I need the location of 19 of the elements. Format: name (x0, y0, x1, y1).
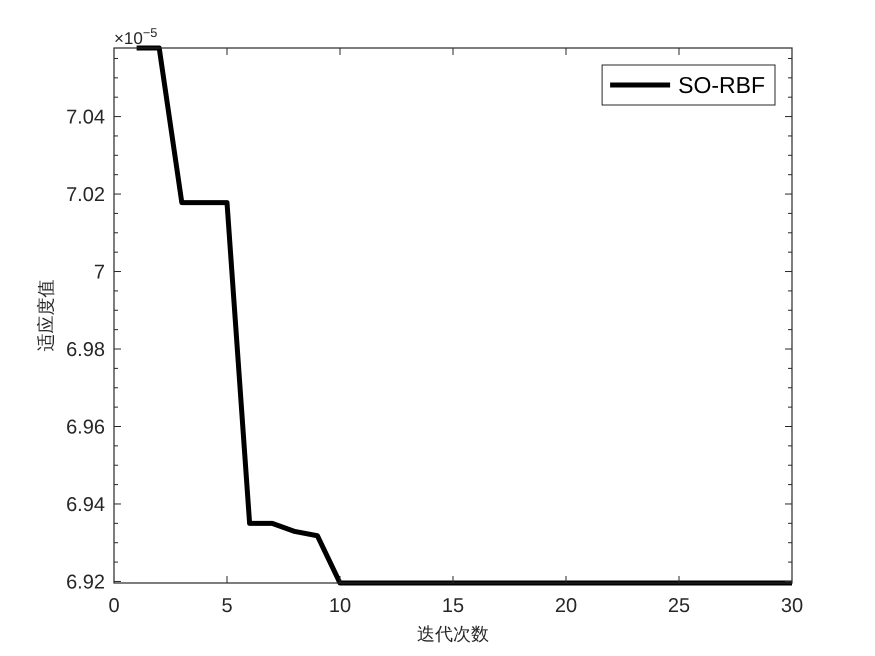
y-tick-label: 6.96 (66, 416, 105, 438)
y-tick-label: 7.02 (66, 184, 105, 206)
legend: SO-RBF (602, 64, 776, 106)
x-tick-label: 15 (442, 595, 464, 617)
y-axis-title: 适应度值 (36, 280, 56, 352)
text: ×10$^{−5}$ (114, 24, 158, 48)
x-axis-title: 迭代次数 (417, 624, 489, 644)
y-tick-label: 6.92 (66, 571, 105, 594)
y-tick-label: 7.04 (66, 106, 105, 129)
legend-label: SO-RBF (678, 72, 765, 98)
x-tick-label: 5 (221, 595, 233, 617)
x-tick-label: 20 (554, 595, 578, 617)
x-tick-label: 30 (780, 595, 804, 617)
x-tick-label: 0 (108, 595, 120, 617)
x-tick-label: 25 (668, 595, 690, 617)
y-tick-label: 6.98 (66, 339, 105, 362)
y-tick-label: 7 (94, 262, 105, 284)
x-tick-label: 10 (328, 595, 352, 617)
y-tick-label: 6.94 (66, 494, 105, 516)
